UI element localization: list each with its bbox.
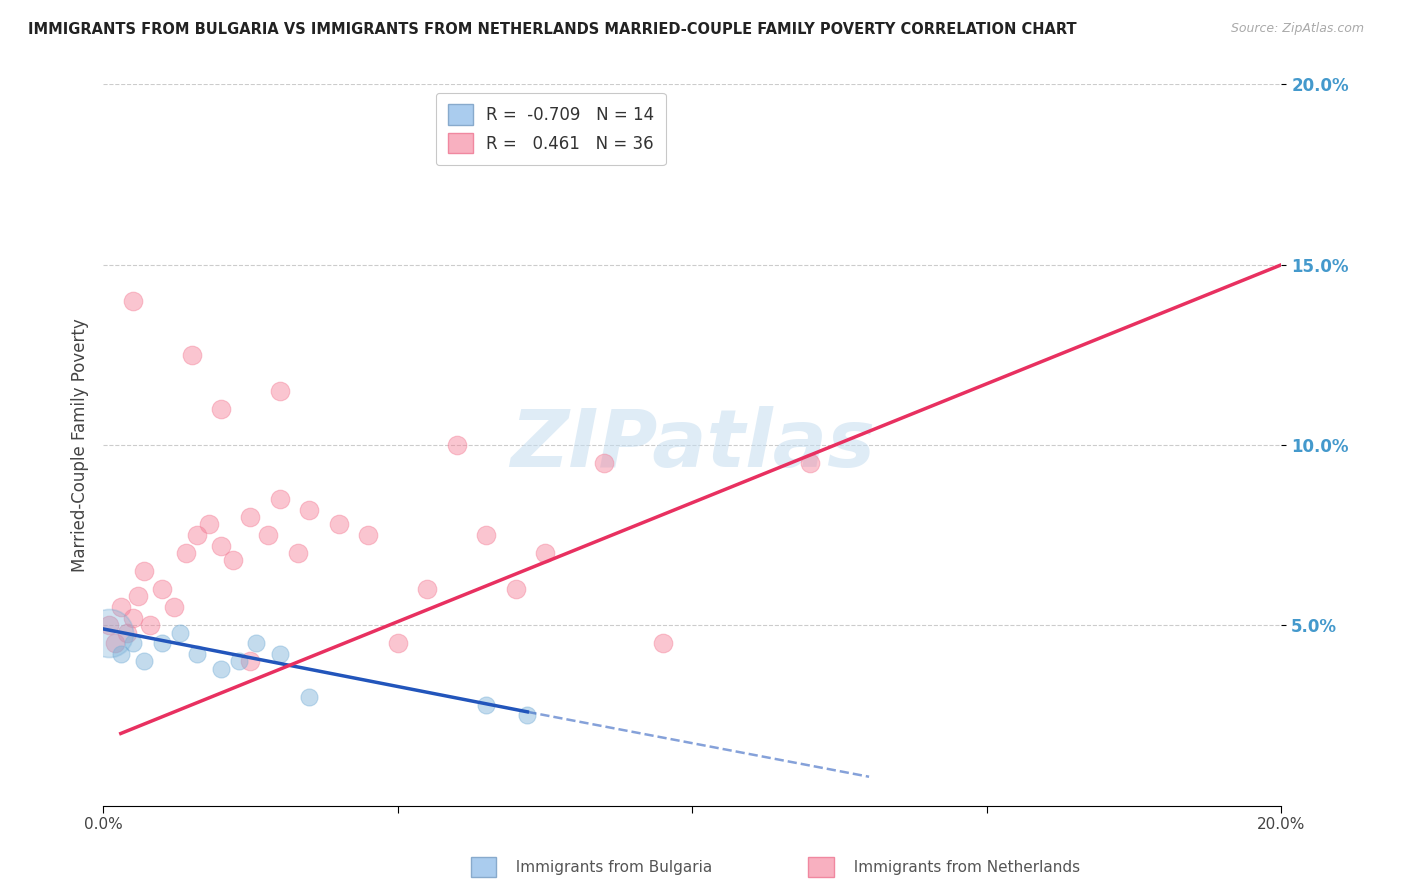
Point: [799, 456, 821, 470]
Text: Immigrants from Bulgaria: Immigrants from Bulgaria: [506, 860, 713, 874]
Point: [446, 438, 468, 452]
Point: [198, 517, 221, 532]
Point: [222, 553, 245, 567]
Point: [209, 662, 232, 676]
Point: [269, 492, 291, 507]
Point: [209, 401, 232, 416]
Point: [357, 528, 380, 542]
Point: [534, 546, 557, 560]
Point: [98, 625, 121, 640]
Text: ZIPatlas: ZIPatlas: [510, 406, 875, 484]
Point: [505, 582, 527, 597]
Text: IMMIGRANTS FROM BULGARIA VS IMMIGRANTS FROM NETHERLANDS MARRIED-COUPLE FAMILY PO: IMMIGRANTS FROM BULGARIA VS IMMIGRANTS F…: [28, 22, 1077, 37]
Point: [139, 618, 162, 632]
Point: [110, 647, 132, 661]
Point: [651, 636, 673, 650]
Text: Immigrants from Netherlands: Immigrants from Netherlands: [844, 860, 1080, 874]
Point: [150, 636, 173, 650]
Legend: R =  -0.709   N = 14, R =   0.461   N = 36: R = -0.709 N = 14, R = 0.461 N = 36: [436, 93, 666, 165]
Point: [180, 348, 202, 362]
Point: [475, 528, 498, 542]
Point: [127, 590, 149, 604]
Point: [163, 600, 186, 615]
Point: [298, 503, 321, 517]
Point: [387, 636, 409, 650]
Point: [269, 384, 291, 398]
Point: [239, 654, 262, 668]
Point: [298, 690, 321, 705]
Point: [475, 698, 498, 712]
Point: [245, 636, 267, 650]
Point: [169, 625, 191, 640]
Point: [328, 517, 350, 532]
Point: [121, 293, 143, 308]
Text: Source: ZipAtlas.com: Source: ZipAtlas.com: [1230, 22, 1364, 36]
Point: [150, 582, 173, 597]
Point: [115, 625, 138, 640]
Point: [186, 528, 208, 542]
Point: [269, 647, 291, 661]
Point: [516, 708, 538, 723]
Point: [239, 510, 262, 524]
Point: [174, 546, 197, 560]
Point: [104, 636, 127, 650]
Point: [110, 600, 132, 615]
Point: [593, 456, 616, 470]
Point: [98, 618, 121, 632]
Point: [134, 654, 156, 668]
Point: [416, 582, 439, 597]
Point: [121, 636, 143, 650]
Point: [228, 654, 250, 668]
Point: [209, 539, 232, 553]
Point: [186, 647, 208, 661]
Point: [121, 611, 143, 625]
Point: [287, 546, 309, 560]
Y-axis label: Married-Couple Family Poverty: Married-Couple Family Poverty: [72, 318, 89, 572]
Point: [257, 528, 280, 542]
Point: [134, 564, 156, 578]
